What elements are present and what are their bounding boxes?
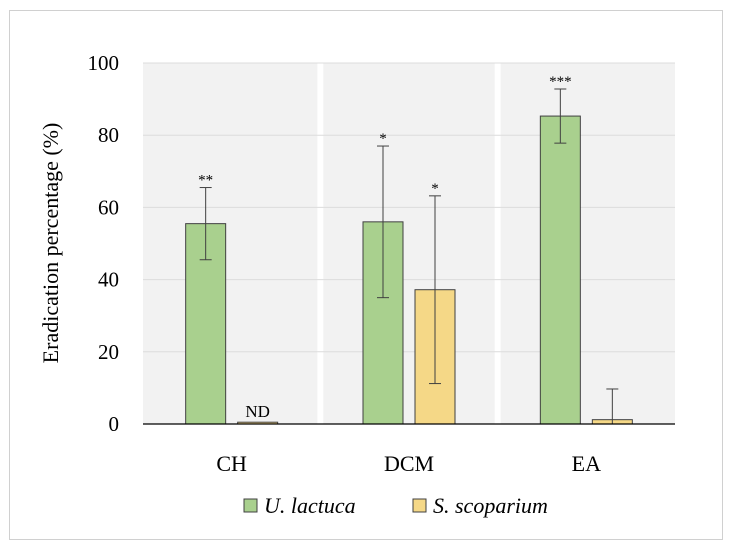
annotations: **ND***** <box>198 74 571 421</box>
legend-label: U. lactuca <box>264 493 356 518</box>
bar-ea-series-1 <box>539 115 581 425</box>
x-tick-label: EA <box>572 451 601 476</box>
gridlines <box>143 62 675 353</box>
category-bands <box>143 63 675 424</box>
y-tick-labels: 0 20 40 60 80 100 <box>88 51 120 436</box>
error-bars <box>199 88 619 425</box>
legend: U. lactuca S. scoparium <box>243 493 548 518</box>
x-tick-label: CH <box>216 451 247 476</box>
significance-label: *** <box>549 74 572 90</box>
y-axis-label: Eradication percentage (%) <box>38 123 63 364</box>
y-tick-label: 80 <box>98 123 119 147</box>
significance-label: * <box>431 181 439 197</box>
legend-swatch <box>412 498 427 513</box>
category-band-ch <box>143 63 318 424</box>
category-band-dcm <box>323 63 495 424</box>
category-band-ea <box>500 63 675 424</box>
x-tick-labels: CH DCM EA <box>216 451 601 476</box>
y-tick-label: 100 <box>88 51 120 75</box>
y-tick-label: 40 <box>98 268 119 292</box>
significance-label: ** <box>198 173 213 189</box>
legend-swatch <box>243 498 258 513</box>
significance-label: * <box>379 131 387 147</box>
y-tick-label: 20 <box>98 340 119 364</box>
y-tick-label: 0 <box>109 412 120 436</box>
y-tick-label: 60 <box>98 195 119 219</box>
legend-label: S. scoparium <box>433 493 548 518</box>
significance-label: ND <box>245 402 270 421</box>
x-tick-label: DCM <box>384 451 434 476</box>
